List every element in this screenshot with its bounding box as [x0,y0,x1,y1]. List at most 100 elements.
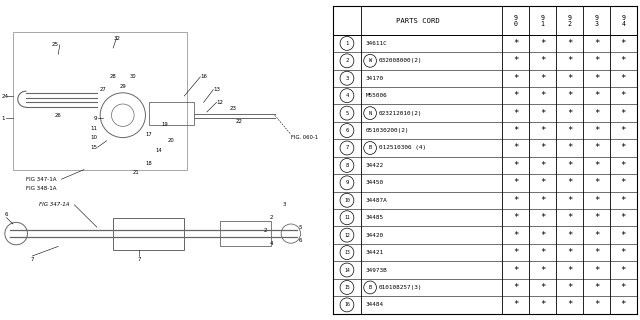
Text: *: * [540,213,545,222]
Text: *: * [594,74,599,83]
Text: 34611C: 34611C [366,41,388,46]
Text: *: * [540,108,545,118]
Text: 10: 10 [90,135,97,140]
Text: 34973B: 34973B [366,268,388,273]
Text: *: * [540,283,545,292]
Text: *: * [567,39,572,48]
Text: *: * [513,39,518,48]
Text: 9
4: 9 4 [621,14,625,27]
Text: 27: 27 [100,87,107,92]
Text: 34422: 34422 [366,163,384,168]
Text: 18: 18 [145,161,152,166]
Text: 9: 9 [346,180,349,185]
Text: 28: 28 [109,74,116,79]
Text: *: * [540,126,545,135]
Text: 19: 19 [161,122,168,127]
Text: *: * [567,161,572,170]
Text: 051030200(2): 051030200(2) [366,128,410,133]
Text: *: * [540,39,545,48]
Text: *: * [540,266,545,275]
Text: *: * [621,56,626,65]
Text: *: * [513,126,518,135]
Text: 9
1: 9 1 [541,14,545,27]
Text: *: * [621,266,626,275]
Text: *: * [540,56,545,65]
Text: *: * [567,248,572,257]
Text: 11: 11 [344,215,350,220]
Text: *: * [567,300,572,309]
Text: *: * [594,196,599,205]
Text: *: * [594,178,599,187]
Text: *: * [513,161,518,170]
Text: 34484: 34484 [366,302,384,308]
Text: 12: 12 [216,100,223,105]
Text: 9
0: 9 0 [514,14,518,27]
Text: 7: 7 [346,146,349,150]
Text: 2: 2 [263,228,267,233]
Text: 15: 15 [344,285,350,290]
Text: 032008000(2): 032008000(2) [379,58,422,63]
Bar [13,32,188,170]
Text: *: * [513,213,518,222]
Text: 20: 20 [168,138,175,143]
Text: *: * [594,126,599,135]
Text: *: * [513,56,518,65]
Text: 8: 8 [346,163,349,168]
Text: *: * [513,74,518,83]
Text: *: * [513,248,518,257]
Text: *: * [540,231,545,240]
Text: 34450: 34450 [366,180,384,185]
Text: *: * [513,196,518,205]
Text: *: * [594,248,599,257]
Text: 012510306 (4): 012510306 (4) [379,146,426,150]
Text: FIG 348-1A: FIG 348-1A [26,186,56,191]
Text: 23: 23 [230,106,236,111]
Text: *: * [513,143,518,153]
Text: 16: 16 [344,302,350,308]
Text: FIG. 060-1: FIG. 060-1 [291,135,318,140]
Text: *: * [513,108,518,118]
Text: *: * [621,283,626,292]
Text: 6: 6 [299,237,302,243]
Text: 10: 10 [344,198,350,203]
Text: *: * [567,266,572,275]
Text: 24: 24 [2,93,8,99]
Text: 32: 32 [113,36,120,41]
Text: 26: 26 [55,113,61,118]
Text: *: * [567,178,572,187]
Text: *: * [567,74,572,83]
Text: *: * [567,91,572,100]
Text: 17: 17 [145,132,152,137]
Text: 9
3: 9 3 [595,14,598,27]
Text: *: * [540,143,545,153]
Text: 34420: 34420 [366,233,384,238]
Text: 14: 14 [344,268,350,273]
Text: *: * [540,196,545,205]
Text: 1: 1 [346,41,349,46]
Text: FIG 347-1A: FIG 347-1A [39,202,69,207]
Text: 7: 7 [137,257,141,262]
Text: W: W [369,58,372,63]
Text: *: * [540,248,545,257]
Text: 9: 9 [93,116,97,121]
Text: 34170: 34170 [366,76,384,81]
Text: B: B [369,146,372,150]
Text: *: * [621,213,626,222]
Text: *: * [513,266,518,275]
Text: *: * [594,56,599,65]
Text: 22: 22 [236,119,243,124]
Text: *: * [513,231,518,240]
Text: 7: 7 [31,257,34,262]
Text: 023212010(2): 023212010(2) [379,111,422,116]
Text: *: * [540,161,545,170]
Text: B: B [369,285,372,290]
Text: *: * [621,248,626,257]
Text: 9
2: 9 2 [568,14,572,27]
Text: *: * [540,300,545,309]
Text: *: * [513,91,518,100]
Text: 5: 5 [346,111,349,116]
Bar [113,218,184,250]
Text: 2: 2 [269,215,273,220]
Text: *: * [621,178,626,187]
Text: *: * [594,213,599,222]
